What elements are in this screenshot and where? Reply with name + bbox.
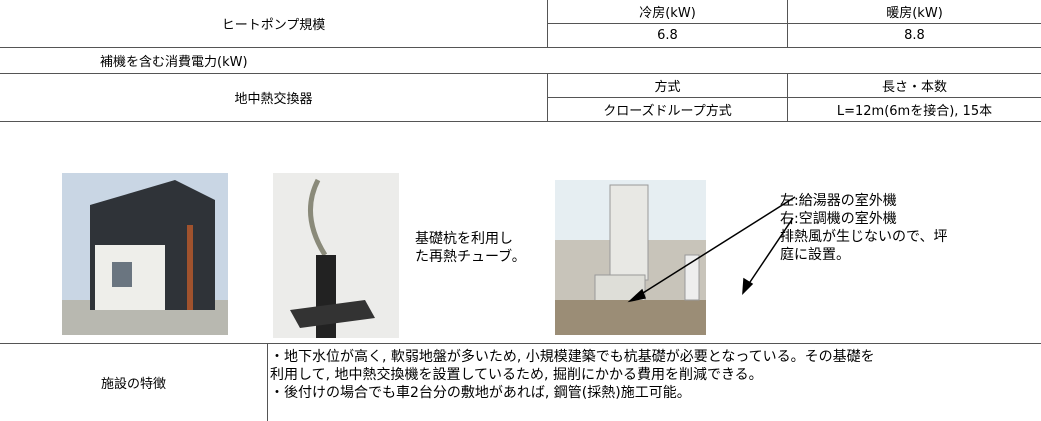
photo-row: [0, 122, 1041, 344]
label: 施設の特徴: [100, 377, 166, 392]
value: クローズドループ方式: [603, 104, 732, 119]
label: 地中熱交換器: [234, 92, 313, 107]
value: 8.8: [904, 28, 925, 43]
arrows: [627, 196, 796, 303]
cell: 暖房(kW): [788, 0, 1041, 24]
caption-line: 右:空調機の室外機: [780, 211, 897, 227]
caption-line: 排熱風が生じないので、坪: [780, 229, 948, 245]
caption-line: た再熱チューブ。: [415, 249, 526, 265]
cell: 8.8: [788, 24, 1041, 48]
pipe-photo: [273, 173, 399, 338]
value: 6.8: [657, 28, 678, 43]
caption-line: 左:給湯器の室外機: [780, 193, 897, 209]
value: L=12m(6mを接合), 15本: [836, 104, 993, 119]
cell: クローズドループ方式: [548, 98, 788, 122]
caption-line: 基礎杭を利用し: [415, 231, 513, 247]
unit-photo: [555, 180, 706, 335]
cell: ヒートポンプ規模: [0, 0, 548, 48]
text-line: 利用して, 地中熱交換機を設置しているため, 掘削にかかる費用を削減できる。: [270, 367, 763, 383]
cell: 冷房(kW): [548, 0, 788, 24]
caption: 左:給湯器の室外機 右:空調機の室外機排熱風が生じないので、坪 庭に設置。: [780, 192, 947, 264]
cell: L=12m(6mを接合), 15本: [788, 98, 1041, 122]
text-line: ・後付けの場合でも車2台分の敷地があれば, 鋼管(採熱)施工可能。: [270, 385, 691, 401]
cell: 施設の特徴: [0, 344, 268, 421]
cell: 地中熱交換器: [0, 74, 548, 122]
label: ヒートポンプ規模: [221, 18, 326, 33]
cell: 6.8: [548, 24, 788, 48]
header: 暖房(kW): [886, 6, 943, 21]
house-photo: [62, 173, 228, 335]
cell: 長さ・本数: [788, 74, 1041, 98]
cell: 補機を含む消費電力(kW): [0, 48, 1041, 74]
caption: 基礎杭を利用し た再熱チューブ。: [415, 230, 526, 266]
text-line: ・地下水位が高く, 軟弱地盤が多いため, 小規模建築でも杭基礎が必要となっている…: [270, 349, 875, 365]
features-text: ・地下水位が高く, 軟弱地盤が多いため, 小規模建築でも杭基礎が必要となっている…: [270, 348, 875, 402]
header: 方式: [654, 80, 681, 95]
header: 冷房(kW): [639, 6, 696, 21]
caption-line: 庭に設置。: [780, 247, 850, 263]
label: 補機を含む消費電力(kW): [100, 55, 248, 70]
header: 長さ・本数: [881, 80, 947, 95]
cell: 方式: [548, 74, 788, 98]
